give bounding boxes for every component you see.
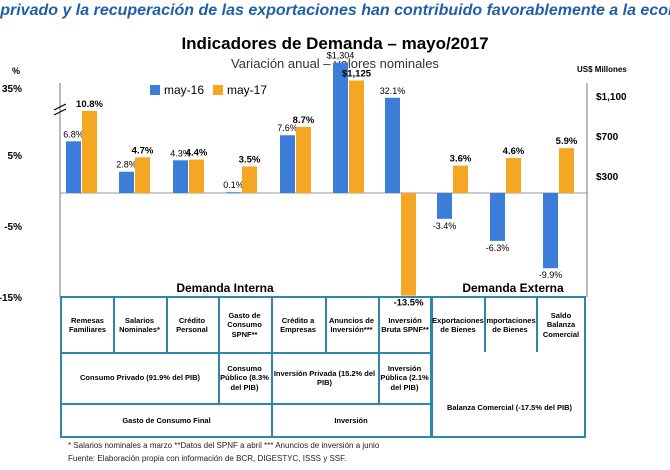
- table-divider: [536, 298, 538, 352]
- table-category-cell: Crédito Personal: [176, 315, 208, 334]
- data-label-may-16: 2.8%: [116, 160, 137, 170]
- legend-swatch-may-16: [150, 85, 160, 95]
- table-group-cell-consumo-privado: Consumo Privado (91.9% del PIB): [79, 373, 201, 383]
- data-label-may-17: -13.5%: [393, 298, 424, 309]
- data-label-may-16: -3.4%: [433, 221, 457, 231]
- table-divider: [166, 298, 168, 352]
- legend-label-may-17: may-17: [227, 83, 267, 97]
- data-label-may-17: 5.9%: [556, 136, 578, 147]
- bar-may-17: [242, 166, 257, 193]
- legend-label-may-16: may-16: [164, 83, 204, 97]
- axis-break-mark: [53, 103, 67, 111]
- bar-may-17: [135, 157, 150, 193]
- left-axis-unit: %: [12, 66, 20, 76]
- bar-may-17: [82, 110, 97, 193]
- data-label-may-16: 6.8%: [63, 129, 84, 139]
- group-label-interna: Demanda Interna: [176, 281, 274, 295]
- table-group-cell-inversion-privada: Inversión Privada (15.2% del PIB): [273, 368, 376, 387]
- table-category-cell: Remesas Familiares: [68, 315, 107, 334]
- data-label-may-16: $1,304: [327, 51, 355, 61]
- left-tick-label: -15%: [0, 293, 22, 304]
- table-divider: [271, 298, 273, 352]
- table-divider: [484, 298, 486, 352]
- footnote: * Salarios nominales a marzo **Datos del…: [68, 441, 380, 450]
- bar-may-16: [119, 171, 134, 193]
- data-label-may-17: 4.6%: [503, 146, 525, 157]
- table-divider: [378, 352, 380, 403]
- page-headline: o privado y la recuperación de las expor…: [0, 2, 670, 19]
- bar-may-17: [453, 165, 468, 193]
- chart-title: Indicadores de Demanda – mayo/2017: [181, 34, 489, 53]
- bar-may-17: [349, 80, 364, 193]
- bar-may-17: [401, 193, 416, 296]
- bar-may-16: [226, 192, 241, 194]
- table-category-cell: Inversión Bruta SPNF**: [381, 315, 429, 334]
- right-axis-unit: US$ Millones: [577, 65, 627, 74]
- bar-may-17: [559, 148, 574, 193]
- data-label-may-16: 7.6%: [277, 123, 298, 133]
- table-group-cell-inversion-publica: Inversión Pública (2.1% del PIB): [380, 363, 429, 392]
- right-tick-label: $1,100: [596, 92, 627, 103]
- bar-may-16: [280, 135, 295, 193]
- table-divider: [378, 298, 380, 352]
- data-label-may-17: 4.7%: [132, 145, 154, 156]
- table-category-cell: Importaciones de Bienes: [484, 315, 536, 334]
- data-label-may-16: -6.3%: [486, 243, 510, 253]
- legend-swatch-may-17: [213, 85, 223, 95]
- table-category-cell: Gasto de Consumo SPNF**: [227, 310, 262, 339]
- data-label-may-17: 3.6%: [450, 154, 472, 165]
- bar-may-16: [66, 141, 81, 193]
- table-total-cell-balanza: Balanza Comercial (-17.5% del PIB): [446, 403, 573, 413]
- bar-may-16: [437, 193, 452, 219]
- table-divider: [325, 298, 327, 352]
- left-tick-label: 5%: [8, 151, 23, 162]
- source-note: Fuente: Elaboración propia con informaci…: [68, 454, 347, 463]
- bar-may-16: [173, 160, 188, 193]
- table-category-cell: Saldo Balanza Comercial: [542, 310, 580, 339]
- data-label-may-17: 8.7%: [293, 115, 315, 126]
- bar-may-17: [506, 158, 521, 193]
- data-label-may-17: 3.5%: [239, 154, 261, 165]
- bar-may-16: [385, 97, 400, 193]
- axis-break-mark: [53, 108, 67, 116]
- bar-may-16: [490, 193, 505, 241]
- table-category-cell: Exportaciones de Bienes: [432, 315, 484, 334]
- category-table-externa: [431, 296, 586, 438]
- table-divider: [218, 298, 220, 352]
- left-tick-label: 35%: [2, 84, 22, 95]
- table-total-cell-gasto: Gasto de Consumo Final: [122, 416, 211, 426]
- data-label-may-16: -9.9%: [539, 270, 563, 280]
- table-divider: [218, 352, 220, 403]
- bar-may-17: [189, 159, 204, 193]
- table-group-cell-consumo-publico: Consumo Público (8.3% del PIB): [220, 363, 269, 392]
- bar-may-17: [296, 126, 311, 193]
- data-label-may-16: 32.1%: [380, 86, 406, 96]
- table-category-cell: Salarios Nominales*: [119, 315, 160, 334]
- bar-may-16: [543, 193, 558, 269]
- table-divider: [113, 298, 115, 352]
- data-label-may-16: 4.3%: [170, 148, 191, 158]
- data-label-may-17: 4.4%: [186, 148, 208, 159]
- data-label-may-16: 0.1%: [223, 180, 244, 190]
- table-category-cell: Crédito a Empresas: [280, 315, 316, 334]
- left-tick-label: -5%: [4, 222, 22, 233]
- right-tick-label: $700: [596, 132, 619, 143]
- table-row-divider: [62, 352, 430, 354]
- data-label-may-17: 10.8%: [76, 99, 103, 110]
- bar-may-16: [333, 62, 348, 193]
- right-tick-label: $300: [596, 172, 619, 183]
- table-row-divider: [62, 403, 430, 405]
- table-total-cell-inversion: Inversión: [334, 416, 368, 426]
- group-label-externa: Demanda Externa: [462, 281, 564, 295]
- table-category-cell: Anuncios de Inversión***: [328, 315, 374, 334]
- table-divider: [271, 352, 273, 438]
- data-label-may-17: $1,125: [342, 69, 372, 80]
